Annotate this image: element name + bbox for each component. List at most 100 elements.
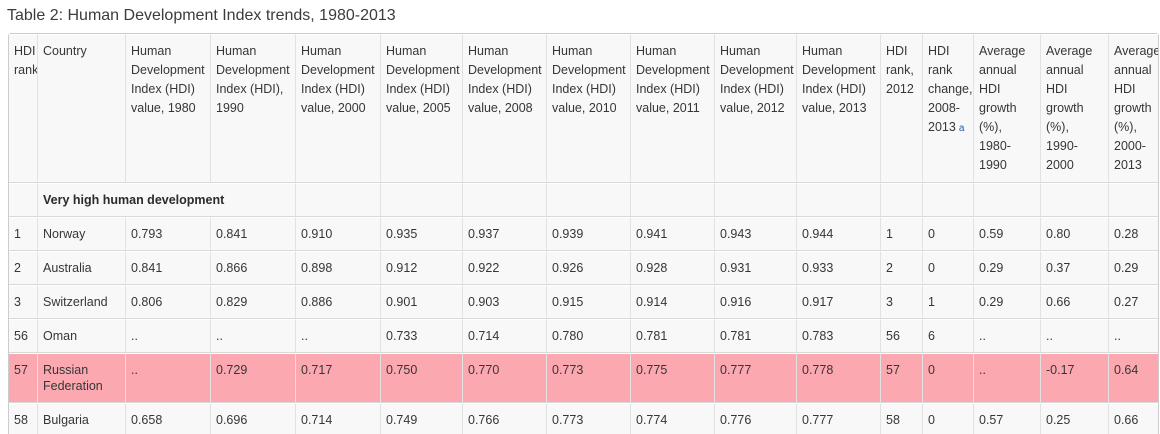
value-cell: 0.916: [715, 285, 797, 319]
column-header-label: Average annual HDI growth (%), 2000-2013: [1114, 44, 1158, 172]
table-row: 1 Norway 0.793 0.841 0.910 0.935 0.937 0.939 0.9…: [9, 217, 1158, 251]
value-cell: 0.66: [1109, 403, 1158, 434]
value-cell: 0.866: [211, 251, 296, 285]
value-cell: 0.915: [547, 285, 631, 319]
value-cell: 0.775: [631, 353, 715, 403]
column-header: HDI rank: [9, 34, 38, 183]
value-cell: 0.777: [797, 403, 881, 434]
column-header-label: Country: [43, 44, 87, 58]
section-label: Very high human development: [38, 183, 296, 217]
value-cell: 56: [881, 319, 923, 353]
footnote-a-link[interactable]: a: [958, 123, 965, 134]
value-cell: 0.910: [296, 217, 381, 251]
value-cell: 0.717: [296, 353, 381, 403]
country-cell: Australia: [38, 251, 126, 285]
rank-cell: 2: [9, 251, 38, 285]
page-title: Table 2: Human Development Index trends,…: [7, 7, 396, 24]
column-header-label: Human Development Index (HDI) value, 201…: [552, 44, 626, 115]
column-header: Human Development Index (HDI) value, 200…: [296, 34, 381, 183]
value-cell: 0.750: [381, 353, 463, 403]
value-cell: 0.841: [211, 217, 296, 251]
value-cell: 0.903: [463, 285, 547, 319]
column-header-label: Human Development Index (HDI) value, 200…: [468, 44, 542, 115]
value-cell: 0.939: [547, 217, 631, 251]
empty-cell: [797, 183, 881, 217]
column-header: Human Development Index (HDI) value, 200…: [463, 34, 547, 183]
value-cell: 0.922: [463, 251, 547, 285]
value-cell: 0.658: [126, 403, 211, 434]
rank-cell: 57: [9, 353, 38, 403]
column-header: Human Development Index (HDI) value, 201…: [631, 34, 715, 183]
value-cell: 0.57: [974, 403, 1041, 434]
empty-cell: [547, 183, 631, 217]
column-header: Country: [38, 34, 126, 183]
value-cell: 0: [923, 251, 974, 285]
value-cell: 0.729: [211, 353, 296, 403]
value-cell: 2: [881, 251, 923, 285]
hdi-trends-table: HDI rank Country Human Development Index (…: [8, 33, 1159, 434]
value-cell: 0.80: [1041, 217, 1109, 251]
column-header-label: Human Development Index (HDI), 1990: [216, 44, 290, 115]
table-row: 56 Oman...... 0.733 0.714 0.780 0.781 0.781 0.7…: [9, 319, 1158, 353]
value-cell: 0.714: [463, 319, 547, 353]
value-cell: 0.935: [381, 217, 463, 251]
column-header-label: HDI rank: [14, 44, 38, 77]
value-cell: 0.933: [797, 251, 881, 285]
table-row: 57 Russian Federation.. 0.729 0.717 0.750 0.7…: [9, 353, 1158, 403]
column-header: Human Development Index (HDI) value, 201…: [547, 34, 631, 183]
country-cell: Switzerland: [38, 285, 126, 319]
value-cell: 0.886: [296, 285, 381, 319]
value-cell: ..: [1041, 319, 1109, 353]
column-header: Average annual HDI growth (%), 1980-1990: [974, 34, 1041, 183]
value-cell: 0.29: [1109, 251, 1158, 285]
value-cell: 0.943: [715, 217, 797, 251]
empty-cell: [1041, 183, 1109, 217]
column-header-label: Average annual HDI growth (%), 1990-2000: [1046, 44, 1093, 172]
value-cell: 6: [923, 319, 974, 353]
value-cell: 3: [881, 285, 923, 319]
value-cell: 0.66: [1041, 285, 1109, 319]
rank-cell: 56: [9, 319, 38, 353]
value-cell: 0.696: [211, 403, 296, 434]
value-cell: 0.941: [631, 217, 715, 251]
value-cell: 0.944: [797, 217, 881, 251]
column-header: HDI rank change, 2008-2013 a: [923, 34, 974, 183]
column-header-label: Human Development Index (HDI) value, 201…: [720, 44, 794, 115]
value-cell: 0: [923, 217, 974, 251]
value-cell: 0.25: [1041, 403, 1109, 434]
country-cell: Russian Federation: [38, 353, 126, 403]
value-cell: 0.64: [1109, 353, 1158, 403]
value-cell: 0.27: [1109, 285, 1158, 319]
value-cell: 0.59: [974, 217, 1041, 251]
rank-cell: [9, 183, 38, 217]
column-header-label: Average annual HDI growth (%), 1980-1990: [979, 44, 1026, 172]
value-cell: 0.781: [631, 319, 715, 353]
empty-cell: [381, 183, 463, 217]
value-cell: 0.898: [296, 251, 381, 285]
value-cell: 0.780: [547, 319, 631, 353]
value-cell: 58: [881, 403, 923, 434]
value-cell: 0.29: [974, 285, 1041, 319]
value-cell: 1: [881, 217, 923, 251]
column-header: Average annual HDI growth (%), 2000-2013: [1109, 34, 1158, 183]
value-cell: ..: [1109, 319, 1158, 353]
column-header-label: Human Development Index (HDI) value, 201…: [636, 44, 710, 115]
value-cell: 0.901: [381, 285, 463, 319]
value-cell: 0.781: [715, 319, 797, 353]
table-row: 3 Switzerland 0.806 0.829 0.886 0.901 0.903 0.9…: [9, 285, 1158, 319]
value-cell: 0.714: [296, 403, 381, 434]
value-cell: 0.917: [797, 285, 881, 319]
value-cell: 1: [923, 285, 974, 319]
value-cell: ..: [296, 319, 381, 353]
value-cell: 0.774: [631, 403, 715, 434]
section-row: Very high human development: [9, 183, 1158, 217]
column-header: Human Development Index (HDI) value, 200…: [381, 34, 463, 183]
header-row: HDI rank Country Human Development Index (…: [9, 34, 1158, 183]
value-cell: 0.749: [381, 403, 463, 434]
value-cell: 0.841: [126, 251, 211, 285]
value-cell: ..: [211, 319, 296, 353]
value-cell: ..: [126, 319, 211, 353]
value-cell: 0.829: [211, 285, 296, 319]
value-cell: -0.17: [1041, 353, 1109, 403]
column-header: Human Development Index (HDI) value, 201…: [797, 34, 881, 183]
